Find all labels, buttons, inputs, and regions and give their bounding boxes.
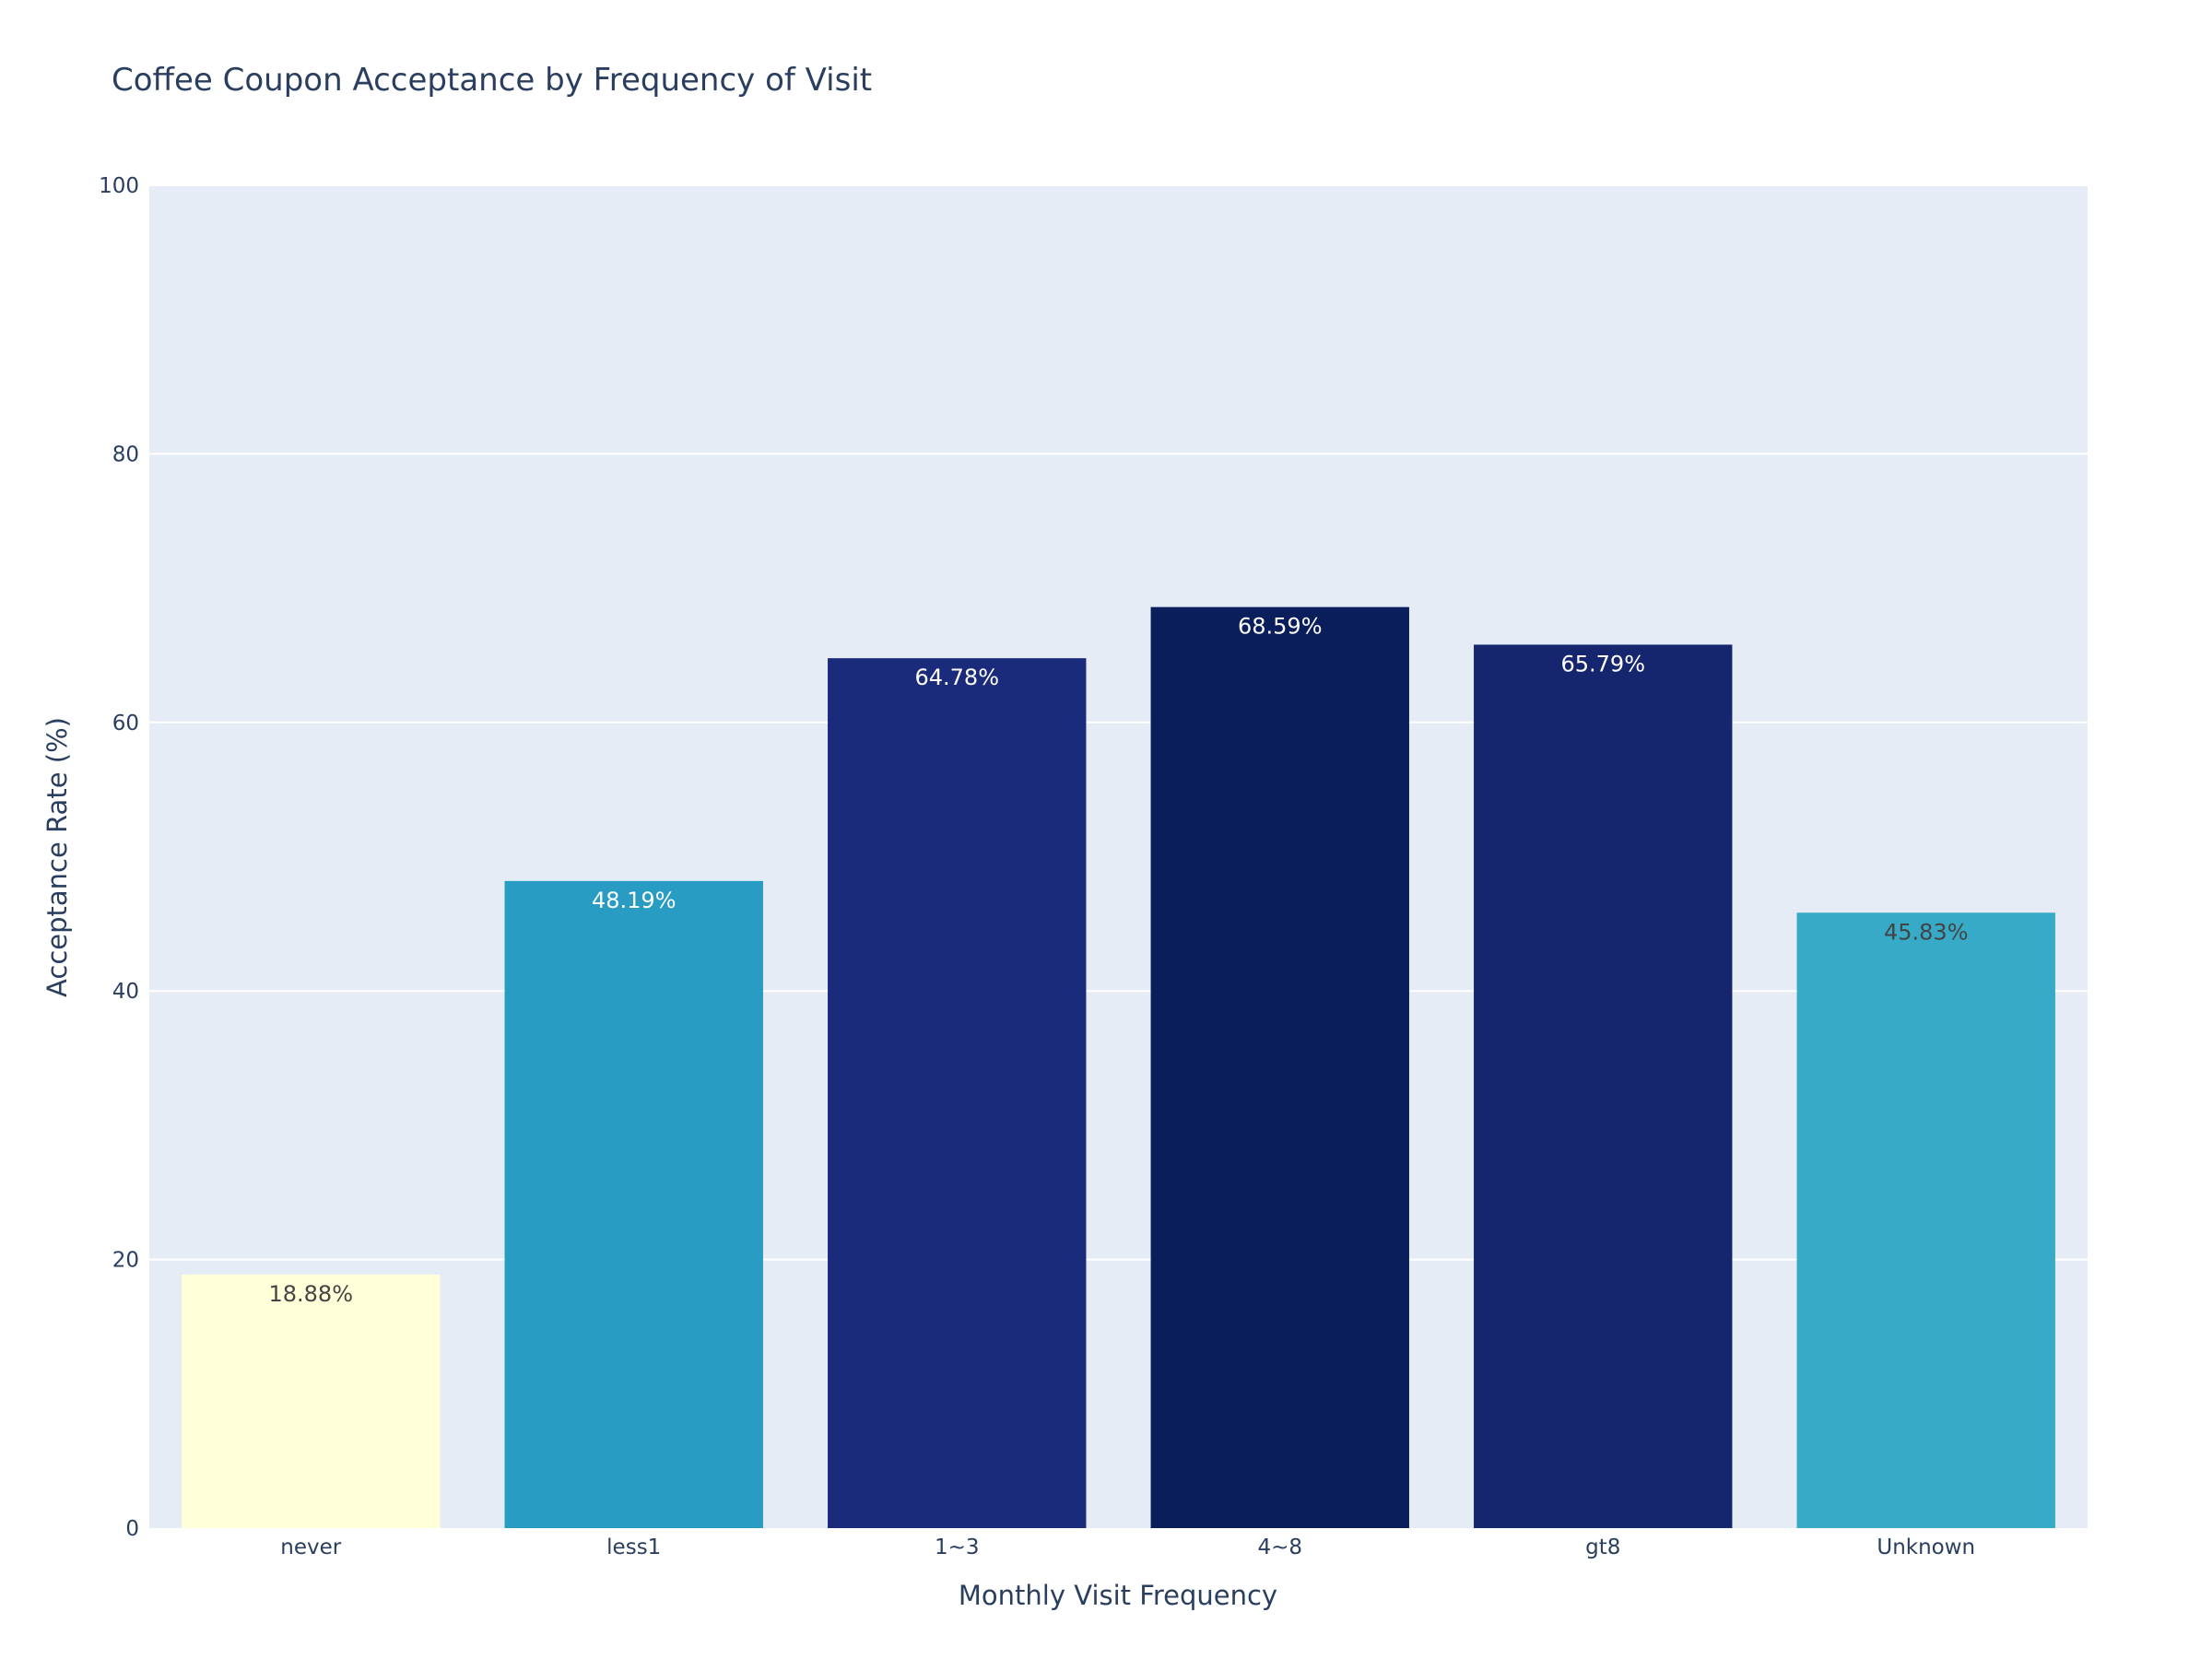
bar-1~3[interactable] xyxy=(828,658,1087,1528)
data-label: 68.59% xyxy=(1238,614,1323,640)
x-axis-ticks: never less1 1~3 4~8 gt8 Unknown xyxy=(280,1535,1975,1559)
gridlines xyxy=(149,184,2088,1261)
data-label: 18.88% xyxy=(268,1281,353,1307)
y-tick-label: 40 xyxy=(112,980,139,1004)
x-tick-label: never xyxy=(280,1535,341,1559)
data-label: 64.78% xyxy=(914,665,999,690)
y-axis-title: Acceptance Rate (%) xyxy=(41,717,73,997)
data-label: 45.83% xyxy=(1884,919,1969,945)
y-tick-label: 80 xyxy=(112,442,139,466)
data-label: 65.79% xyxy=(1560,651,1645,677)
x-tick-label: less1 xyxy=(606,1535,661,1559)
y-tick-label: 0 xyxy=(125,1517,139,1541)
bar-Unknown[interactable] xyxy=(1796,912,2055,1528)
plot-area xyxy=(149,185,2088,1528)
y-tick-label: 60 xyxy=(112,712,139,735)
bar-gt8[interactable] xyxy=(1474,644,1733,1528)
bar-less1[interactable] xyxy=(504,880,763,1528)
x-tick-label: Unknown xyxy=(1877,1535,1975,1559)
x-tick-label: gt8 xyxy=(1585,1535,1620,1559)
x-tick-label: 4~8 xyxy=(1257,1535,1302,1559)
data-label: 48.19% xyxy=(592,888,677,913)
chart-title: Coffee Coupon Acceptance by Frequency of… xyxy=(112,62,872,99)
data-labels: 18.88% 48.19% 64.78% 68.59% 65.79% 45.83% xyxy=(268,614,1968,1307)
y-axis-ticks: 0 20 40 60 80 100 xyxy=(99,174,139,1541)
x-axis-title: Monthly Visit Frequency xyxy=(959,1580,1277,1611)
x-tick-label: 1~3 xyxy=(935,1535,980,1559)
bars xyxy=(182,606,2055,1528)
y-tick-label: 100 xyxy=(99,174,139,198)
bar-never[interactable] xyxy=(182,1274,441,1528)
bar-4~8[interactable] xyxy=(1150,606,1409,1528)
y-tick-label: 20 xyxy=(112,1249,139,1273)
